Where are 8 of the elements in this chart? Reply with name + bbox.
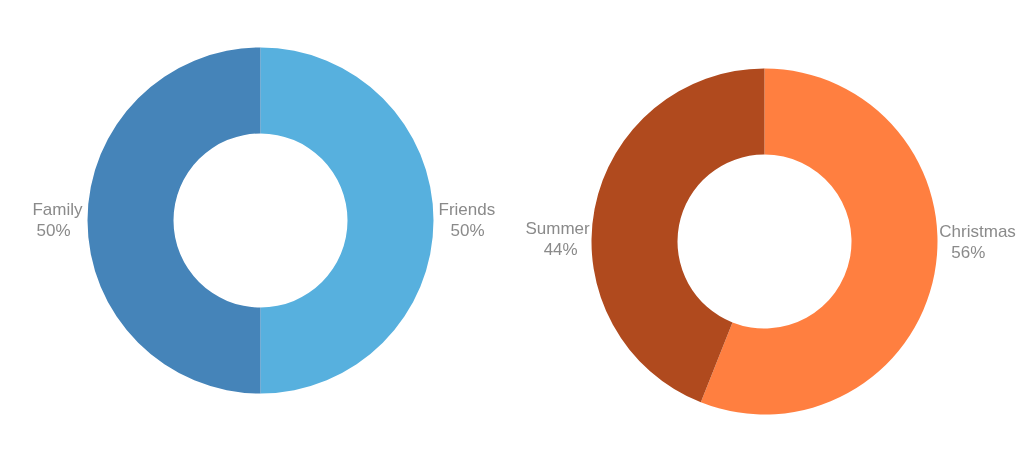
slice-label: Summer <box>525 218 590 238</box>
slice-label: Family <box>32 199 83 219</box>
data-label: 44% <box>543 239 578 259</box>
slice-label: Friends <box>438 199 496 219</box>
data-label: 56% <box>951 243 986 263</box>
slice-label: Christmas <box>939 222 1016 242</box>
data-label: 50% <box>36 220 71 240</box>
data-label: 50% <box>450 220 485 240</box>
